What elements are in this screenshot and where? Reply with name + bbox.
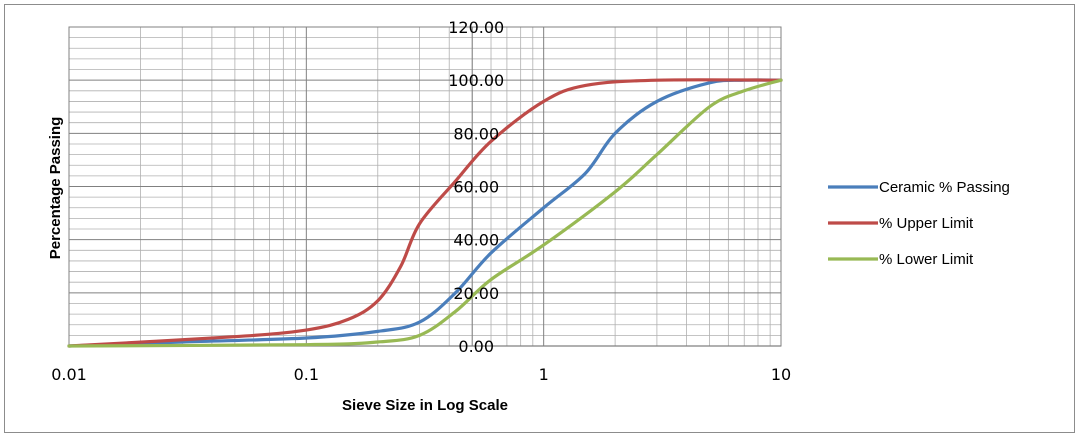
y-tick-label: 60.00 — [453, 178, 499, 197]
series-line-1 — [67, 78, 783, 348]
legend-label: % Upper Limit — [879, 215, 974, 232]
y-axis-title: Percentage Passing — [47, 117, 64, 260]
x-tick-label: 10 — [771, 365, 791, 384]
x-tick-labels: 0.01 0.1 1 10 — [51, 365, 791, 384]
y-tick-label: 120.00 — [448, 18, 504, 37]
legend-label: Ceramic % Passing — [879, 179, 1010, 196]
y-tick-label: 100.00 — [448, 71, 504, 90]
y-tick-label: 40.00 — [453, 231, 499, 250]
y-tick-label: 20.00 — [453, 284, 499, 303]
x-tick-label: 1 — [539, 365, 549, 384]
legend: Ceramic % Passing % Upper Limit % Lower Li… — [828, 179, 1010, 268]
series-layer — [67, 78, 783, 348]
plot-area-border — [68, 26, 782, 347]
x-tick-label: 0.01 — [51, 365, 87, 384]
legend-label: % Lower Limit — [879, 251, 974, 268]
series-line-0 — [67, 78, 783, 348]
series-line-2 — [67, 78, 783, 348]
y-tick-label: 0.00 — [458, 337, 494, 356]
x-tick-label: 0.1 — [294, 365, 319, 384]
y-tick-labels: 0.00 20.00 40.00 60.00 80.00 100.00 120.00 — [448, 18, 504, 356]
y-tick-label: 80.00 — [453, 124, 499, 143]
major-gridlines — [68, 26, 782, 347]
plot-border — [68, 26, 782, 347]
x-axis-title: Sieve Size in Log Scale — [342, 397, 508, 414]
